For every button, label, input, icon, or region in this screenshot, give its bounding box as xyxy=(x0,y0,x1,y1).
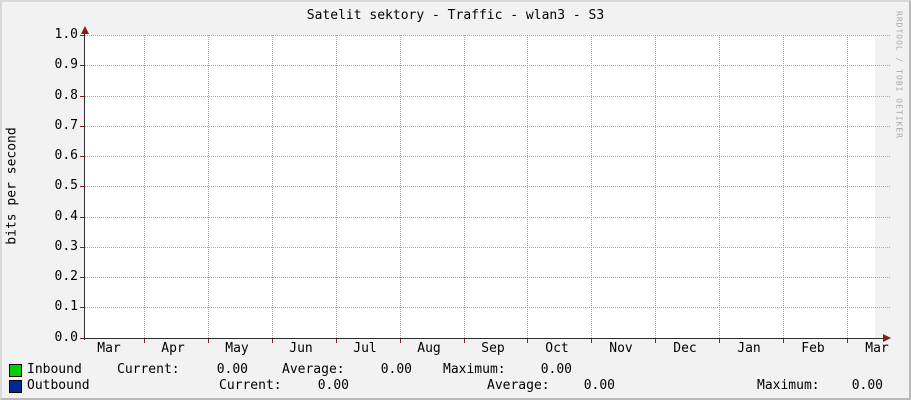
legend-stat-value: 0.00 xyxy=(583,378,615,393)
y-grid-line xyxy=(85,246,890,248)
y-tick-label: 1.0 xyxy=(54,27,78,42)
x-grid-line xyxy=(846,35,848,338)
legend-stat-key: Current: xyxy=(117,362,180,377)
y-grid-line xyxy=(85,65,890,67)
y-grid-line xyxy=(85,125,890,127)
legend-stat-value: 0.00 xyxy=(540,362,572,377)
x-grid-line xyxy=(207,35,209,338)
x-grid-line xyxy=(463,35,465,338)
x-tick-label: Mar xyxy=(97,341,121,356)
y-tick-label: 0.6 xyxy=(54,148,78,163)
y-axis-tick xyxy=(80,186,84,188)
y-grid-line xyxy=(85,216,890,218)
y-tick-label: 0.9 xyxy=(54,57,78,73)
x-grid-line xyxy=(144,35,145,338)
y-axis-tick xyxy=(80,65,84,67)
legend-swatch xyxy=(9,380,22,393)
x-grid-line xyxy=(655,35,657,338)
y-axis-tick xyxy=(80,95,84,97)
y-tick-label: 0.0 xyxy=(54,329,78,345)
legend-stat-value: 0.00 xyxy=(216,362,248,377)
legend-stat-key: Current: xyxy=(219,378,282,393)
y-axis-tick xyxy=(80,125,84,127)
x-tick-label: Aug xyxy=(417,341,441,356)
legend-stat-key: Average: xyxy=(487,378,550,393)
y-tick-label: 0.5 xyxy=(54,178,78,194)
x-axis-line xyxy=(81,337,884,339)
x-tick-label: Apr xyxy=(161,341,185,356)
x-axis-tick xyxy=(846,338,848,343)
y-tick-label: 0.4 xyxy=(54,208,78,224)
y-grid-line xyxy=(85,307,890,309)
x-axis-tick xyxy=(719,338,721,343)
x-grid-line xyxy=(591,35,593,338)
legend-stat-key: Maximum: xyxy=(443,362,506,377)
legend-stat-value: 0.00 xyxy=(380,362,412,377)
x-grid-line xyxy=(399,35,401,338)
x-tick-label: Jul xyxy=(353,341,377,356)
y-axis-tick xyxy=(80,307,84,309)
x-axis-tick xyxy=(527,338,529,343)
x-tick-label: Jun xyxy=(289,341,313,356)
y-grid-line xyxy=(85,156,890,157)
x-grid-line xyxy=(335,35,337,338)
y-axis-tick xyxy=(80,35,84,36)
y-tick-label: 0.7 xyxy=(54,117,78,133)
legend-series-label: Inbound xyxy=(27,362,82,377)
y-axis-tick xyxy=(80,156,84,157)
y-grid-line xyxy=(85,35,890,36)
legend-stat-key: Average: xyxy=(282,362,345,377)
y-grid-line xyxy=(85,95,890,97)
x-grid-line xyxy=(783,35,785,338)
x-axis-tick xyxy=(335,338,337,343)
x-axis-tick xyxy=(207,338,209,343)
x-axis-tick xyxy=(783,338,785,343)
x-tick-label: May xyxy=(225,341,249,356)
x-tick-label: Mar xyxy=(865,341,889,356)
y-axis-line xyxy=(84,30,85,340)
legend-series-label: Outbound xyxy=(27,378,90,393)
graph-title: Satelit sektory - Traffic - wlan3 - S3 xyxy=(306,8,605,23)
x-axis-tick xyxy=(655,338,657,343)
y-axis-tick xyxy=(80,216,84,218)
rrdtool-watermark: RRDTOOL / TOBI OETIKER xyxy=(894,11,904,139)
x-axis-tick xyxy=(144,338,145,343)
x-grid-line xyxy=(719,35,721,338)
x-axis-tick xyxy=(463,338,465,343)
y-axis-tick xyxy=(80,246,84,248)
y-grid-line xyxy=(85,277,890,278)
x-tick-label: Dec xyxy=(673,341,697,356)
x-tick-label: Nov xyxy=(609,341,633,356)
y-tick-label: 0.3 xyxy=(54,238,78,254)
x-tick-label: Jan xyxy=(737,341,761,356)
y-tick-label: 0.1 xyxy=(54,299,78,315)
legend-stat-value: 0.00 xyxy=(317,378,349,393)
x-tick-label: Sep xyxy=(481,341,505,356)
x-axis-tick xyxy=(591,338,593,343)
y-axis-arrow xyxy=(80,26,89,34)
y-axis-tick xyxy=(80,277,84,278)
legend-stat-value: 0.00 xyxy=(851,378,883,393)
x-axis-tick xyxy=(271,338,273,343)
x-axis-tick xyxy=(399,338,401,343)
y-tick-label: 0.8 xyxy=(54,87,78,103)
x-axis-arrow xyxy=(883,334,891,342)
y-axis-label: bits per second xyxy=(4,127,20,245)
x-tick-label: Feb xyxy=(801,341,825,356)
x-tick-label: Oct xyxy=(545,341,569,356)
y-grid-line xyxy=(85,186,890,188)
x-grid-line xyxy=(527,35,529,338)
x-grid-line xyxy=(271,35,273,338)
legend-swatch xyxy=(9,364,22,377)
legend-stat-key: Maximum: xyxy=(757,378,820,393)
y-tick-label: 0.2 xyxy=(54,269,78,284)
